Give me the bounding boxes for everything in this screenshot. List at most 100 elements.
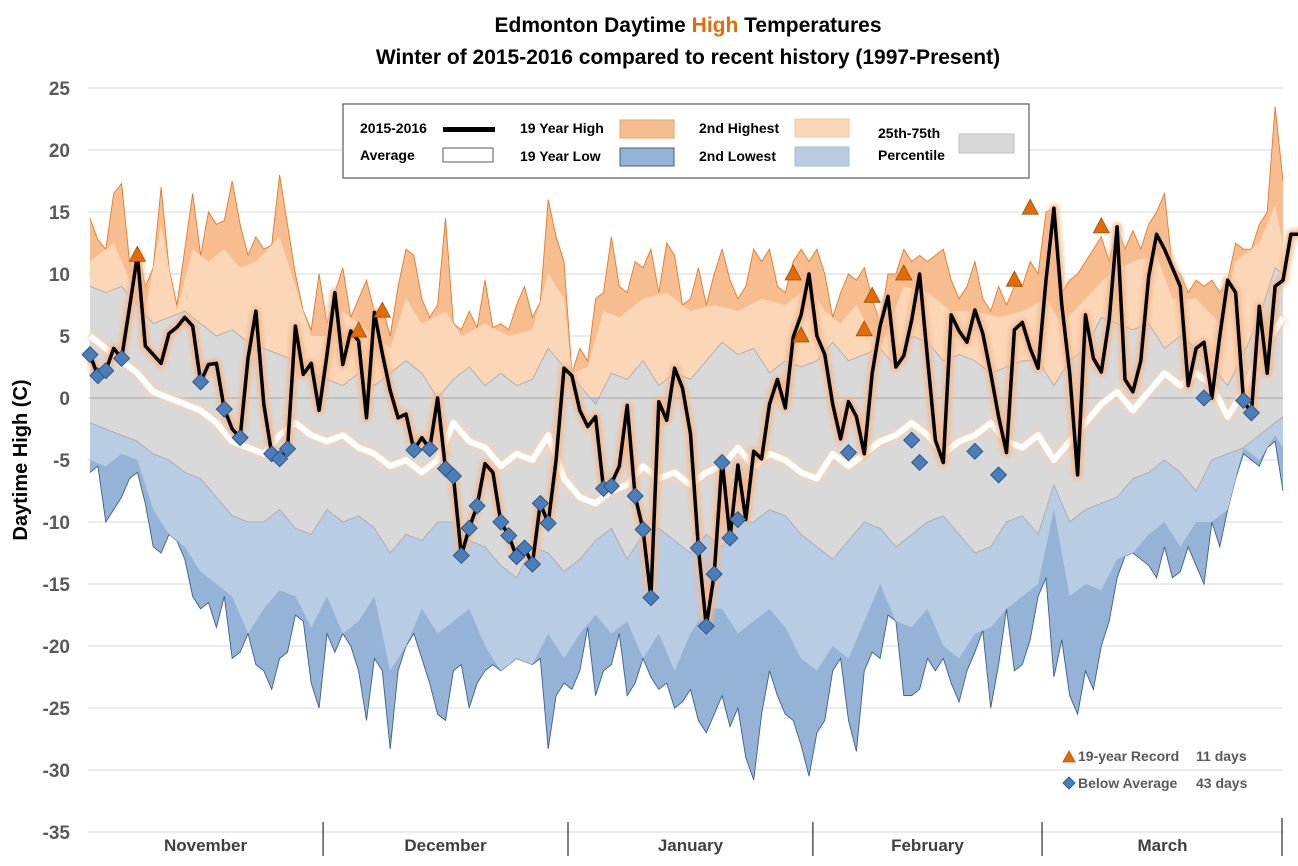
below-average-marker (531, 494, 549, 512)
y-tick-label: 0 (59, 389, 70, 410)
below-average-marker (500, 527, 518, 545)
below-average-marker (113, 349, 131, 367)
markers (81, 198, 1260, 635)
below-average-marker (508, 548, 526, 566)
record-marker (349, 321, 368, 338)
y-tick-label: -25 (43, 699, 71, 720)
below-average-marker (966, 442, 984, 460)
below-annotation-label: Below Average (1078, 775, 1178, 791)
below-average-marker (405, 441, 423, 459)
title-part-3: Temperatures (738, 14, 881, 37)
y-tick-label: 15 (49, 203, 71, 224)
month-label-december: December (404, 836, 487, 855)
below-average-marker (634, 520, 652, 539)
below-average-marker (642, 589, 660, 607)
legend-label-2nd-lowest: 2nd Lowest (699, 148, 776, 164)
y-tick-label: 25 (49, 79, 71, 100)
record-marker (373, 301, 391, 318)
legend-label-percentile-1: 25th-75th (878, 125, 940, 141)
y-tick-label: -30 (43, 761, 70, 782)
record-annotation-value: 11 days (1196, 748, 1247, 764)
below-average-marker (192, 373, 210, 391)
month-label-november: November (164, 836, 248, 855)
below-average-marker (81, 346, 99, 364)
record-marker (1092, 217, 1110, 234)
record-annotation-label: 19-year Record (1078, 748, 1179, 764)
record-marker (792, 326, 810, 343)
record-marker (1005, 270, 1024, 287)
month-label-january: January (658, 836, 724, 855)
legend-swatch-percentile (958, 133, 1015, 154)
legend-swatch-19yr-high (619, 119, 675, 139)
below-average-marker (713, 453, 731, 472)
legend-swatch-2nd-highest (794, 118, 850, 138)
below-average-marker (839, 443, 858, 462)
below-average-marker (452, 546, 470, 565)
below-average-marker (689, 539, 707, 557)
below-average-marker (626, 487, 644, 505)
legend: 2015-2016 Average 19 Year High 19 Year L… (342, 103, 1030, 179)
below-average-marker (468, 497, 486, 515)
legend-swatch-current (443, 127, 495, 132)
record-marker (784, 264, 802, 281)
y-tick-labels: 25 20 15 10 5 0 -5 -10 -15 -20 -25 -30 -35 (43, 79, 71, 844)
below-average-marker (460, 519, 478, 537)
y-tick-label: 20 (49, 141, 70, 162)
y-tick-label: -10 (43, 513, 70, 534)
area-19yr-low-edge (89, 440, 1284, 781)
below-average-marker (231, 429, 249, 447)
below-average-marker (444, 467, 462, 485)
below-average-marker (990, 466, 1008, 484)
below-average-marker (421, 440, 439, 458)
below-average-marker (1242, 404, 1260, 422)
y-tick-label: -35 (43, 823, 71, 844)
title-part-1: Edmonton Daytime (494, 14, 691, 37)
below-average-marker (697, 617, 715, 635)
below-average-marker (515, 539, 534, 557)
legend-label-percentile-2: Percentile (878, 147, 945, 163)
below-average-marker (278, 440, 297, 458)
percentile-25-edge (89, 416, 1284, 579)
legend-label-19yr-low: 19 Year Low (520, 148, 601, 164)
legend-label-current: 2015-2016 (360, 120, 427, 136)
below-average-marker (911, 453, 929, 472)
month-label-february: February (891, 836, 964, 855)
record-marker (128, 245, 147, 262)
below-average-marker (271, 450, 289, 468)
below-average-marker (705, 565, 723, 583)
record-marker (895, 264, 913, 281)
record-triangle-icon (1062, 750, 1076, 763)
y-axis-label: Daytime High (C) (10, 379, 32, 540)
legend-label-2nd-highest: 2nd Highest (699, 120, 779, 136)
below-average-marker (492, 513, 510, 531)
chart-title-line1: Edmonton Daytime High Temperatures (494, 14, 881, 37)
below-average-marker (1234, 391, 1253, 410)
record-marker (1021, 198, 1039, 215)
record-marker (855, 319, 873, 337)
y-tick-label: 5 (59, 327, 70, 348)
legend-swatch-2nd-lowest (794, 146, 850, 167)
below-average-marker (903, 431, 921, 449)
month-label-march: March (1137, 836, 1187, 855)
title-highlight: High (692, 14, 739, 37)
legend-swatch-average (442, 147, 494, 163)
record-marker (863, 286, 881, 303)
month-axis: November December January February March (88, 818, 1283, 856)
y-tick-label: 10 (49, 265, 70, 286)
below-average-marker (523, 555, 542, 573)
below-average-marker (602, 477, 621, 495)
y-tick-label: -5 (53, 451, 70, 472)
legend-swatch-19yr-low (619, 147, 675, 167)
below-average-marker (721, 529, 739, 547)
y-tick-label: -20 (43, 637, 70, 658)
below-average-diamond-icon (1062, 776, 1076, 790)
below-average-marker (539, 514, 557, 532)
area-19yr-high-edge (89, 106, 1284, 374)
below-average-marker (729, 510, 747, 529)
below-average-marker (1195, 389, 1213, 407)
y-tick-label: -15 (43, 575, 71, 596)
chart-title-line2: Winter of 2015-2016 compared to recent h… (376, 46, 1000, 69)
legend-box (342, 103, 1030, 179)
below-annotation-value: 43 days (1196, 775, 1248, 791)
